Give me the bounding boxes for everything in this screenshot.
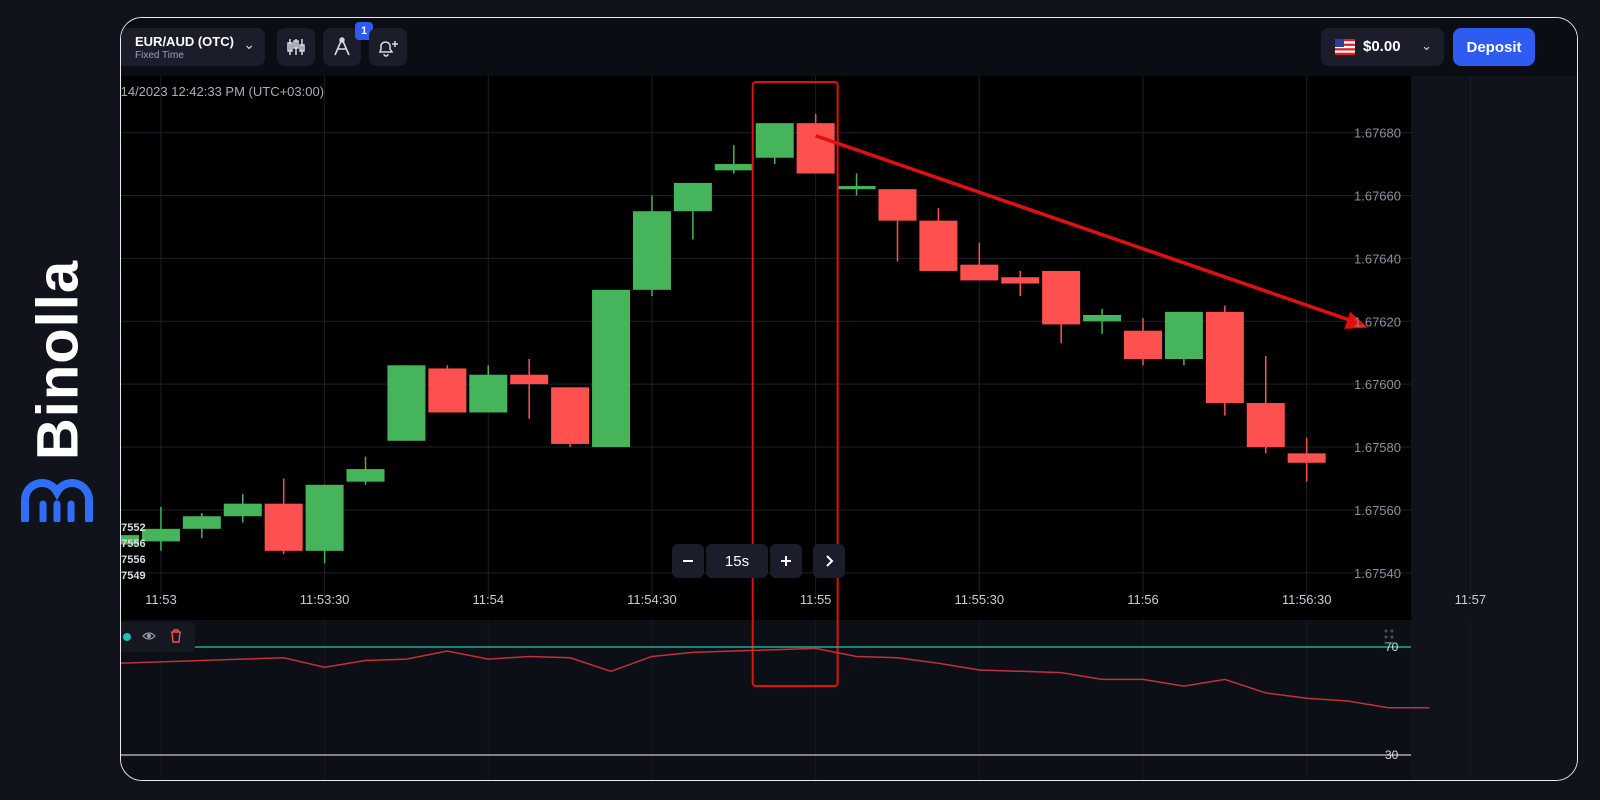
- left-price-label: 57556: [121, 554, 146, 566]
- x-tick-label: 11:55: [800, 592, 832, 607]
- zoom-in-button[interactable]: [770, 544, 802, 578]
- brand-name: Binolla: [25, 259, 91, 461]
- y-tick-label: 1.67540: [1354, 566, 1401, 581]
- zoom-out-button[interactable]: [672, 544, 704, 578]
- bearish-candle: [510, 374, 549, 385]
- x-tick-label: 11:53:30: [300, 592, 350, 607]
- bullish-candle: [346, 469, 385, 482]
- bullish-candle: [1164, 311, 1203, 360]
- minus-icon: [683, 560, 693, 562]
- x-tick-label: 11:54: [472, 592, 504, 607]
- binolla-logo-icon: [21, 479, 93, 522]
- bullish-candle: [714, 164, 753, 171]
- chart-timestamp: /14/2023 12:42:33 PM (UTC+03:00): [120, 84, 325, 99]
- bearish-candle: [878, 189, 917, 221]
- bullish-candle: [755, 123, 794, 158]
- bearish-candle: [1205, 311, 1244, 404]
- trash-icon[interactable]: [170, 629, 182, 643]
- trend-arrow-head: [1344, 311, 1369, 329]
- trend-arrow-line: [815, 134, 1355, 324]
- x-tick-label: 11:56:30: [1282, 592, 1332, 607]
- candlestick-chart-icon: [287, 39, 305, 55]
- y-tick-label: 1.67640: [1354, 251, 1401, 266]
- left-price-label: 67552: [121, 522, 146, 534]
- bearish-candle: [1287, 453, 1326, 463]
- highlight-box: [751, 81, 839, 687]
- bullish-candle: [632, 211, 671, 290]
- rsi-level-label: 30: [1385, 748, 1399, 762]
- asset-name: EUR/AUD (OTC): [135, 34, 234, 49]
- bearish-candle: [428, 368, 467, 413]
- eye-icon[interactable]: [142, 630, 156, 642]
- y-tick-label: 1.67560: [1354, 503, 1401, 518]
- drawing-tools-icon: [334, 37, 350, 56]
- bullish-candle: [182, 516, 221, 529]
- price-chart[interactable]: 67552 57556 57556 57549 1.67680 1.67660 1.676…: [121, 18, 1578, 781]
- chevron-right-icon: [826, 555, 834, 567]
- timeframe-selector[interactable]: 15s: [706, 544, 768, 578]
- bullish-candle: [837, 186, 876, 190]
- bearish-candle: [796, 123, 835, 174]
- y-tick-label: 1.67680: [1354, 126, 1401, 141]
- chevron-down-icon: ⌄: [243, 36, 255, 52]
- bullish-candle: [121, 535, 139, 545]
- drawing-tools-button[interactable]: [323, 28, 361, 66]
- bearish-candle: [919, 220, 958, 271]
- x-tick-label: 11:56: [1127, 592, 1159, 607]
- left-price-label: 57549: [121, 570, 146, 582]
- plus-icon: [781, 556, 791, 566]
- bullish-candle: [305, 484, 344, 551]
- add-alert-icon: [378, 41, 398, 57]
- bearish-candle: [1124, 330, 1162, 360]
- x-tick-label: 11:53: [145, 592, 177, 607]
- deposit-button[interactable]: Deposit: [1453, 28, 1535, 66]
- bullish-candle: [673, 182, 712, 212]
- y-tick-label: 1.67600: [1354, 377, 1401, 392]
- asset-selector[interactable]: EUR/AUD (OTC) Fixed Time ⌄: [121, 28, 265, 66]
- bullish-candle: [469, 374, 508, 413]
- indicator-color-dot[interactable]: [123, 633, 131, 641]
- x-tick-label: 11:54:30: [627, 592, 677, 607]
- bearish-candle: [264, 503, 303, 551]
- bearish-candle: [551, 387, 590, 444]
- timeframe-label: 15s: [724, 552, 750, 570]
- trading-window: 67552 57556 57556 57549 1.67680 1.67660 1.676…: [120, 17, 1578, 781]
- drag-handle-icon[interactable]: [1384, 628, 1394, 646]
- brand-panel: Binolla: [0, 0, 118, 800]
- x-tick-label: 11:57: [1455, 592, 1487, 607]
- bullish-candle: [1083, 314, 1122, 322]
- bearish-candle: [1001, 277, 1040, 284]
- y-tick-label: 1.67660: [1354, 188, 1401, 203]
- bullish-candle: [141, 528, 180, 542]
- bearish-candle: [1042, 270, 1081, 325]
- scroll-right-button[interactable]: [813, 544, 845, 578]
- drawing-count-badge: 1: [355, 22, 373, 40]
- y-tick-label: 1.67580: [1354, 440, 1401, 455]
- bullish-candle: [223, 503, 262, 517]
- left-price-label: 57556: [121, 538, 146, 550]
- bearish-candle: [960, 264, 999, 281]
- asset-type: Fixed Time: [135, 50, 184, 61]
- bearish-candle: [1246, 403, 1285, 448]
- add-alert-button[interactable]: [369, 28, 407, 66]
- us-flag-icon: [1335, 39, 1355, 55]
- bullish-candle: [592, 289, 631, 448]
- y-tick-label: 1.67620: [1354, 314, 1401, 329]
- balance-amount: $0.00: [1363, 38, 1401, 55]
- balance-selector[interactable]: $0.00 ⌄: [1321, 28, 1444, 66]
- top-toolbar: EUR/AUD (OTC) Fixed Time ⌄ 1: [121, 18, 1577, 76]
- x-tick-label: 11:55:30: [954, 592, 1004, 607]
- indicator-toolbar: [121, 622, 195, 652]
- rsi-line: [121, 647, 1430, 709]
- chart-type-button[interactable]: [277, 28, 315, 66]
- rsi-level-label: 70: [1385, 640, 1399, 654]
- chevron-down-icon: ⌄: [1421, 38, 1432, 53]
- bullish-candle: [387, 365, 426, 441]
